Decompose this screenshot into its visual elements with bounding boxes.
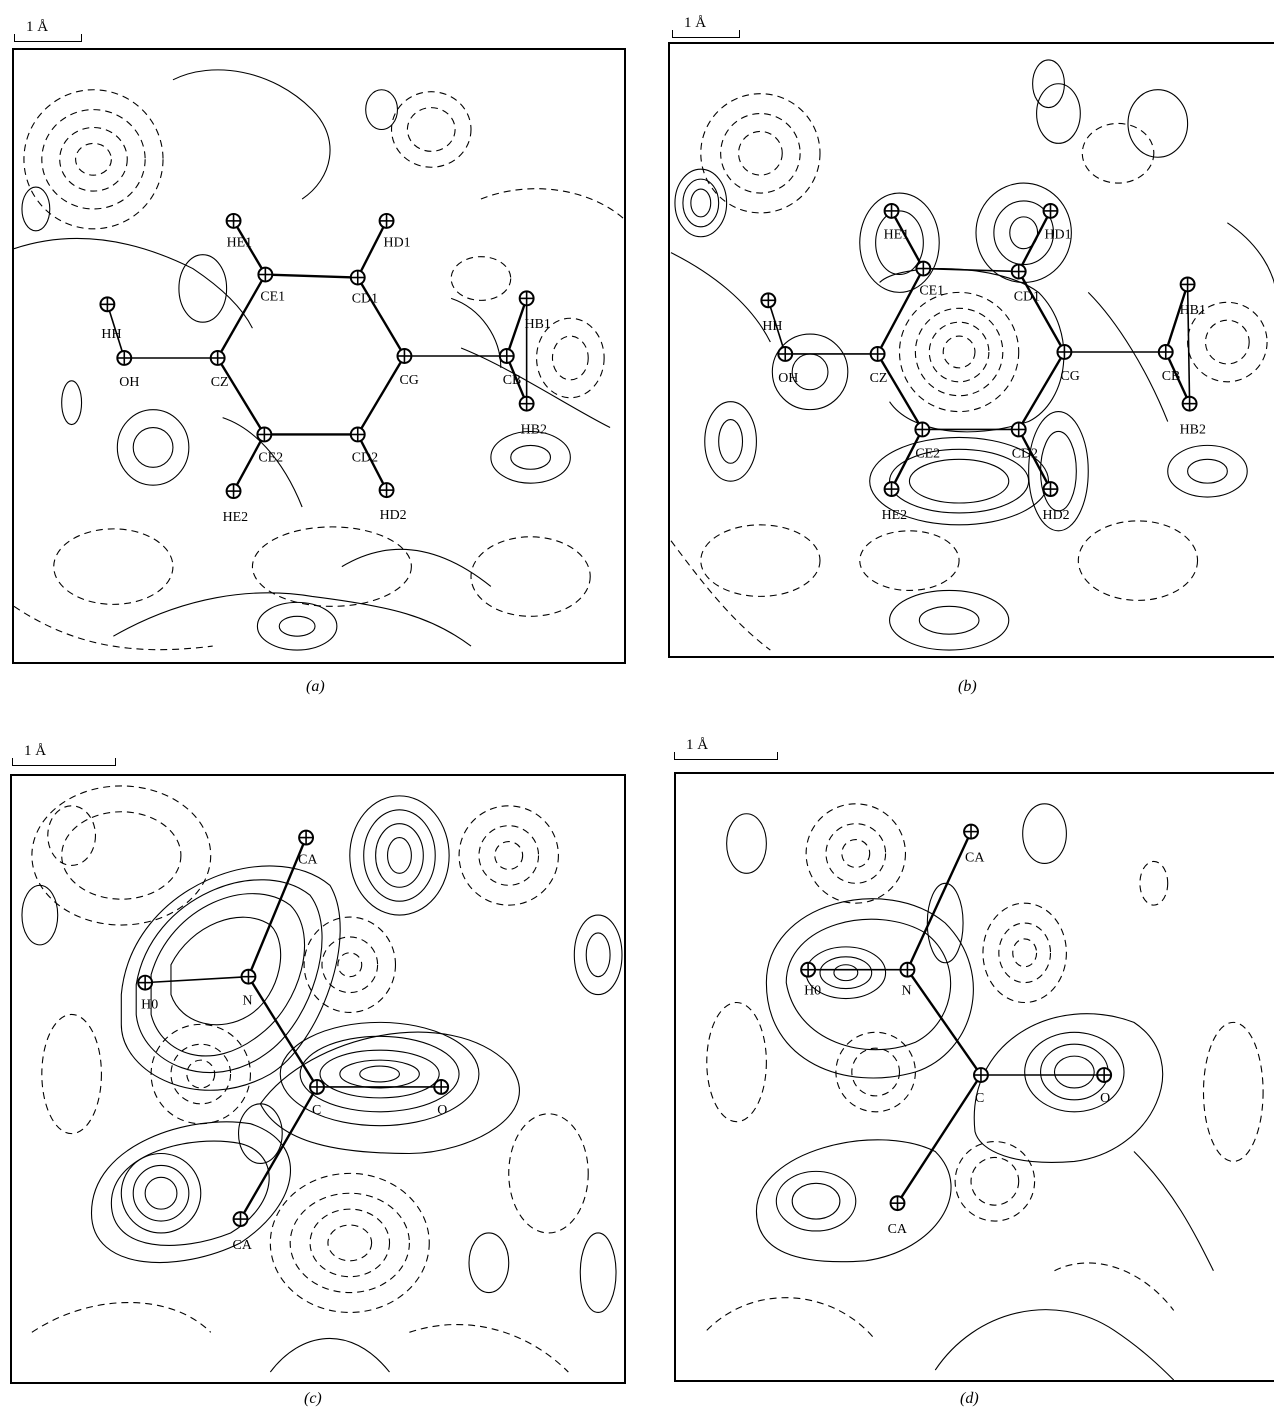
atom-label: CE2 bbox=[915, 446, 940, 461]
atom-label: HE2 bbox=[223, 510, 249, 525]
atom-label: CD1 bbox=[1014, 289, 1040, 304]
panel-d: 1 Å bbox=[660, 700, 1274, 1411]
scale-bar: 1 Å bbox=[12, 743, 116, 766]
atom-label: HH bbox=[762, 319, 782, 334]
density-map: CA H0 N C O CA bbox=[10, 774, 626, 1384]
atom-label: HB2 bbox=[521, 422, 547, 437]
atom-label: CG bbox=[399, 373, 418, 388]
contour-plot: HE1 HD1 CE1 CD1 HH HB1 OH CZ CG CB CE2 C… bbox=[14, 69, 624, 651]
atom-label: HD2 bbox=[380, 508, 407, 523]
atom-label: HD1 bbox=[1045, 228, 1072, 243]
atom-label: CD2 bbox=[1012, 446, 1038, 461]
atom-label: HD2 bbox=[1043, 508, 1070, 523]
atom-label: C bbox=[312, 1103, 321, 1118]
atom-label: HE2 bbox=[882, 508, 908, 523]
atom-label: N bbox=[242, 993, 252, 1008]
atom-label: H0 bbox=[141, 997, 158, 1012]
atom-label: O bbox=[437, 1103, 447, 1118]
contour-plot: CA H0 N C O CA bbox=[21, 785, 623, 1373]
scale-label: 1 Å bbox=[26, 19, 49, 35]
atom-label: CE2 bbox=[258, 450, 283, 465]
atom-label: HE1 bbox=[884, 228, 910, 243]
atom-label: CD2 bbox=[352, 450, 378, 465]
density-map: CA H0 N C O CA bbox=[674, 772, 1274, 1382]
panel-a: 1 Å bbox=[0, 0, 640, 700]
scale-label: 1 Å bbox=[686, 737, 709, 753]
scale-bar: 1 Å bbox=[674, 737, 778, 760]
atom-label: CZ bbox=[211, 375, 229, 390]
atom-label: CE1 bbox=[919, 283, 944, 298]
atom-label: HE1 bbox=[227, 236, 253, 251]
panel-caption: (a) bbox=[306, 678, 325, 695]
panel-caption: (c) bbox=[304, 1390, 322, 1407]
atom-markers bbox=[99, 212, 535, 500]
atom-label: CG bbox=[1060, 369, 1079, 384]
scale-bar: 1 Å bbox=[14, 19, 82, 42]
contour-plot: CA H0 N C O CA bbox=[706, 803, 1264, 1380]
atom-label: HD1 bbox=[384, 236, 411, 251]
atom-label: OH bbox=[119, 375, 139, 390]
atom-label: C bbox=[975, 1091, 984, 1106]
atom-markers bbox=[800, 823, 1113, 1212]
atom-label: CB bbox=[503, 373, 522, 388]
atom-label: CZ bbox=[870, 371, 888, 386]
density-map: HE1 HD1 CE1 CD1 HH HB1 OH CZ CG CB CE2 C… bbox=[12, 48, 626, 664]
atom-label: HH bbox=[101, 327, 121, 342]
atom-label: CE1 bbox=[260, 289, 285, 304]
atom-label: CA bbox=[298, 852, 317, 867]
atom-label: CD1 bbox=[352, 291, 378, 306]
panel-caption: (b) bbox=[958, 678, 977, 695]
atom-label: HB1 bbox=[525, 317, 551, 332]
panel-c: 1 Å bbox=[0, 700, 640, 1411]
scale-label: 1 Å bbox=[684, 15, 707, 31]
atom-label: CB bbox=[1162, 369, 1181, 384]
scale-bar: 1 Å bbox=[672, 15, 740, 38]
atom-label: N bbox=[901, 984, 911, 999]
atom-label: OH bbox=[778, 371, 798, 386]
atom-label: CA bbox=[888, 1222, 907, 1237]
scale-label: 1 Å bbox=[24, 743, 47, 759]
panel-caption: (d) bbox=[960, 1390, 979, 1407]
atom-label: HB1 bbox=[1180, 303, 1206, 318]
density-map: HE1 HD1 CE1 CD1 HH HB1 OH CZ CG CB CE2 C… bbox=[668, 42, 1274, 658]
atom-label: H0 bbox=[804, 984, 821, 999]
panel-b: 1 Å bbox=[660, 0, 1274, 700]
atom-label: HB2 bbox=[1180, 422, 1206, 437]
contour-plot: HE1 HD1 CE1 CD1 HH HB1 OH CZ CG CB CE2 C… bbox=[670, 59, 1274, 651]
atom-markers bbox=[137, 829, 450, 1228]
atom-markers bbox=[760, 202, 1198, 498]
atom-label: CA bbox=[233, 1238, 252, 1253]
atom-label: CA bbox=[965, 850, 984, 865]
atom-label: O bbox=[1100, 1091, 1110, 1106]
